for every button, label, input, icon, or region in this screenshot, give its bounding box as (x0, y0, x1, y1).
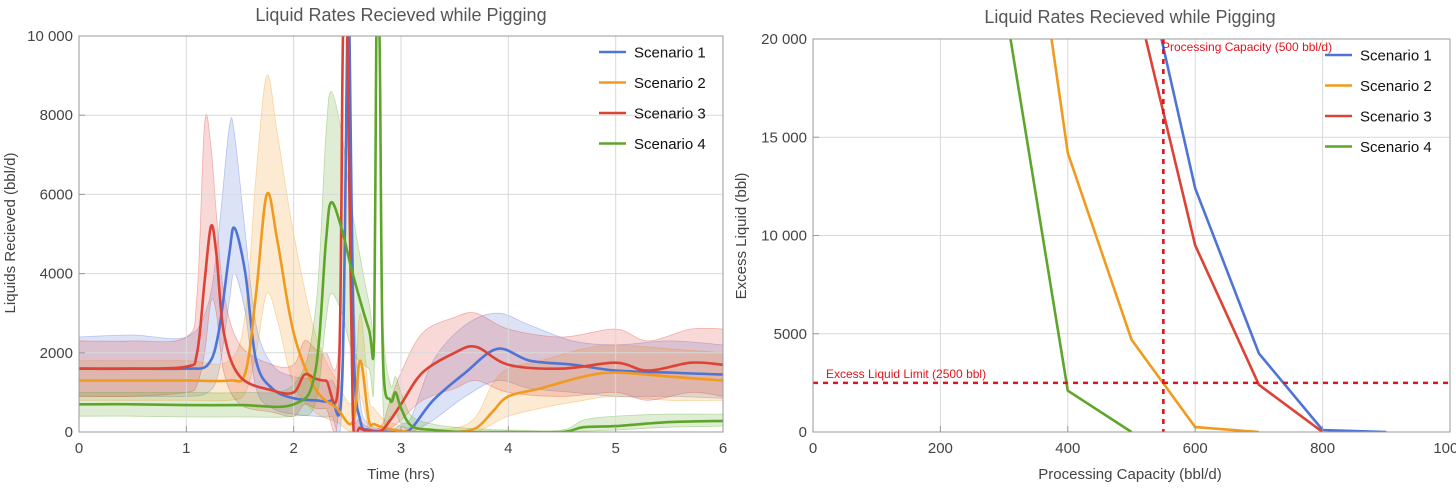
legend: Scenario 1 Scenario 2 Scenario 3 Scenario 4 (1325, 48, 1432, 156)
plot-border (812, 38, 1451, 433)
reference-lines (813, 39, 1450, 432)
y-axis-label: Excess Liquid (bbl) (733, 173, 750, 300)
y-tick-label: 4000 (40, 266, 73, 283)
line-scenario-3 (79, 36, 723, 432)
series-lines (79, 36, 723, 432)
line-scenario-4 (1009, 39, 1133, 432)
y-tick-label: 15 000 (761, 129, 807, 146)
legend-label-scenario-4: Scenario 4 (1360, 139, 1432, 156)
legend-label-scenario-1: Scenario 1 (1360, 48, 1432, 65)
y-tick-label: 6000 (40, 186, 73, 203)
x-tick-label: 6 (719, 440, 727, 457)
y-tick-label: 8000 (40, 107, 73, 124)
y-tick-label: 0 (799, 424, 807, 441)
line-scenario-1 (1160, 39, 1387, 432)
line-scenario-2 (79, 191, 723, 432)
x-tick-label: 400 (1055, 440, 1080, 457)
x-tick-label: 600 (1183, 440, 1208, 457)
y-tick-label: 10 000 (761, 228, 807, 245)
line-scenario-3 (1144, 39, 1324, 432)
y-tick-label: 5000 (774, 326, 807, 343)
legend-label-scenario-1: Scenario 1 (634, 45, 706, 62)
x-tick-label: 4 (504, 440, 512, 457)
y-tick-label: 2000 (40, 345, 73, 362)
x-axis-label: Processing Capacity (bbl/d) (1038, 466, 1221, 483)
legend-label-scenario-2: Scenario 2 (1360, 78, 1432, 95)
legend-label-scenario-3: Scenario 3 (1360, 109, 1432, 126)
x-tick-label: 2 (289, 440, 297, 457)
tick-labels: 0 1 2 3 4 5 6 0 2000 4000 6000 8000 10 000 (27, 28, 727, 457)
plot-frame (78, 35, 724, 433)
x-tick-label: 1 (182, 440, 190, 457)
chart-title: Liquid Rates Recieved while Pigging (984, 7, 1275, 27)
plot-border (78, 35, 724, 433)
limit-annotation: Excess Liquid Limit (2500 bbl) (826, 367, 986, 381)
legend-label-scenario-2: Scenario 2 (634, 75, 706, 92)
series-lines (1009, 39, 1387, 432)
band-scenario-1 (79, 36, 723, 432)
x-tick-label: 0 (75, 440, 83, 457)
y-tick-label: 10 000 (27, 28, 73, 45)
legend-label-scenario-3: Scenario 3 (634, 106, 706, 123)
x-tick-label: 0 (809, 440, 817, 457)
x-tick-label: 3 (397, 440, 405, 457)
y-tick-label: 0 (65, 424, 73, 441)
capacity-annotation: Processing Capacity (500 bbl/d) (1162, 40, 1332, 54)
y-tick-label: 20 000 (761, 31, 807, 48)
line-scenario-4 (79, 36, 723, 432)
line-scenario-2 (1050, 39, 1259, 432)
x-tick-label: 5 (611, 440, 619, 457)
legend: Scenario 1 Scenario 2 Scenario 3 Scenario 4 (599, 45, 706, 153)
chart-title: Liquid Rates Recieved while Pigging (255, 5, 546, 25)
legend-label-scenario-4: Scenario 4 (634, 136, 706, 153)
x-axis-label: Time (hrs) (367, 466, 435, 483)
rates-chart: Liquid Rates Recieved while Pigging 0 1 2 3… (2, 5, 727, 483)
y-axis-label: Liquids Recieved (bbl/d) (2, 153, 19, 314)
x-tick-label: 800 (1310, 440, 1335, 457)
excess-liquid-chart: Liquid Rates Recieved while Pigging 0 200… (733, 7, 1456, 483)
plot-frame (812, 38, 1451, 433)
x-tick-label: 200 (928, 440, 953, 457)
